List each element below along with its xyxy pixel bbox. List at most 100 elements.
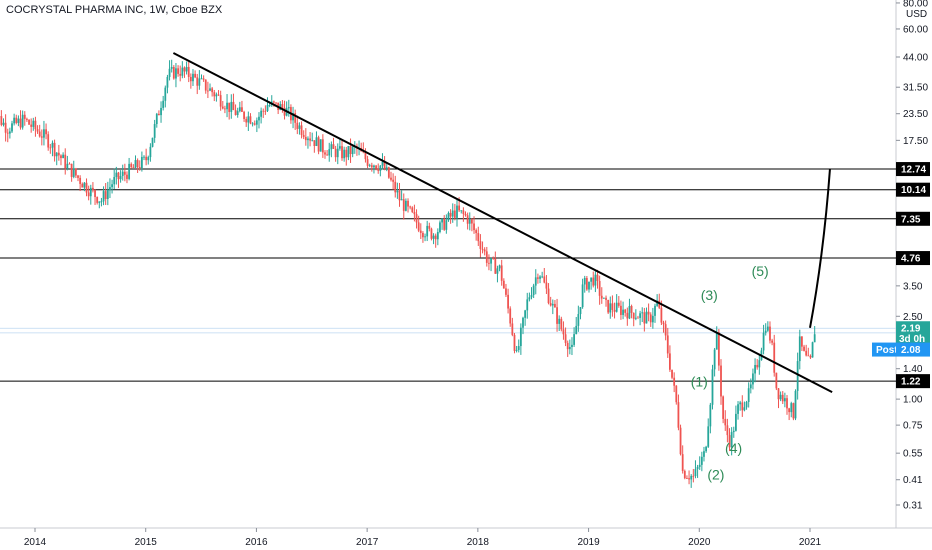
candle-body [77, 175, 79, 178]
candle-body [737, 404, 739, 414]
candle-body [453, 210, 456, 218]
candle-body [43, 129, 45, 138]
candle-body [321, 139, 324, 153]
candle-body [726, 425, 729, 436]
candle-body [464, 214, 467, 216]
candle-body [551, 303, 554, 306]
wave-label: (5) [752, 263, 769, 279]
candle-body [21, 114, 24, 128]
candle-body [53, 142, 56, 157]
candle-body [694, 469, 697, 477]
candle-body [781, 394, 784, 402]
candle-body [564, 334, 567, 343]
candle-body [434, 235, 437, 240]
candle-body [805, 350, 808, 356]
candle-body [541, 276, 544, 278]
candle-body [449, 212, 452, 217]
candle-body [11, 123, 13, 132]
candle-body [200, 78, 203, 80]
candle-body [675, 385, 678, 403]
candle-body [554, 303, 556, 308]
candle-body [66, 163, 69, 169]
candle-body [94, 190, 96, 198]
candle-body [338, 146, 341, 149]
candle-body [28, 119, 30, 125]
candle-body [2, 122, 5, 125]
candle-body [656, 300, 659, 306]
y-tick-label: 0.55 [903, 449, 923, 460]
candle-body [575, 325, 578, 335]
candle-body [596, 274, 599, 282]
candle-body [494, 258, 497, 274]
candle-body [311, 140, 314, 142]
candle-body [613, 309, 616, 312]
candle-body [251, 123, 254, 125]
candle-body [266, 105, 269, 112]
candle-body [158, 113, 160, 116]
candle-body [628, 306, 631, 319]
candle-body [36, 129, 39, 132]
candle-body [345, 149, 348, 158]
candle-body [560, 318, 563, 330]
candle-body [605, 297, 607, 300]
candle-body [598, 281, 601, 296]
candle-body [85, 182, 88, 193]
candle-body [185, 66, 188, 72]
candle-body [539, 276, 541, 279]
candle-body [639, 313, 641, 318]
candle-body [381, 161, 384, 166]
projection-curve[interactable] [809, 169, 831, 329]
candle-body [756, 364, 759, 368]
candle-body [568, 346, 571, 350]
descending-trendline[interactable] [172, 52, 833, 394]
candle-body [175, 68, 177, 79]
candle-body [752, 373, 754, 385]
candle-body [164, 87, 167, 101]
candle-body [803, 346, 805, 351]
resistance-tag-label: 4.76 [901, 254, 921, 265]
candle-body [51, 142, 54, 148]
x-tick-label: 2018 [467, 537, 490, 548]
candle-body [477, 233, 480, 242]
candle-body [262, 110, 265, 112]
candle-body [811, 342, 814, 358]
candle-body [32, 120, 35, 127]
x-tick-label: 2014 [24, 537, 47, 548]
candle-body [368, 165, 371, 167]
candle-body [577, 314, 580, 326]
candle-body [571, 344, 573, 347]
candle-body [115, 172, 118, 178]
candle-body [686, 478, 688, 479]
candle-body [228, 102, 231, 112]
candle-body [801, 336, 803, 347]
x-tick-label: 2021 [799, 537, 822, 548]
candle-body [307, 138, 309, 141]
candle-body [224, 108, 226, 110]
candle-body [813, 334, 816, 343]
last-price-label: 2.19 [901, 324, 921, 335]
candle-body [104, 191, 107, 199]
candle-body [745, 401, 748, 408]
candle-body [334, 148, 337, 158]
x-tick-label: 2019 [577, 537, 600, 548]
candle-body [460, 210, 463, 212]
candle-body [749, 384, 752, 389]
candle-body [177, 68, 179, 74]
candle-body [302, 134, 305, 137]
candle-body [106, 190, 109, 199]
candle-body [507, 294, 509, 309]
candle-body [671, 369, 673, 378]
candle-body [166, 76, 169, 88]
candle-body [130, 163, 133, 167]
y-tick-label: 80.00 [903, 0, 928, 9]
candle-body [566, 342, 569, 350]
candle-body [15, 117, 18, 123]
candle-body [155, 113, 158, 125]
y-tick-label: 1.40 [903, 364, 923, 375]
candle-body [543, 276, 546, 283]
candle-body [309, 138, 311, 141]
candle-body [470, 219, 473, 224]
candle-body [400, 199, 403, 201]
candle-body [343, 149, 346, 159]
